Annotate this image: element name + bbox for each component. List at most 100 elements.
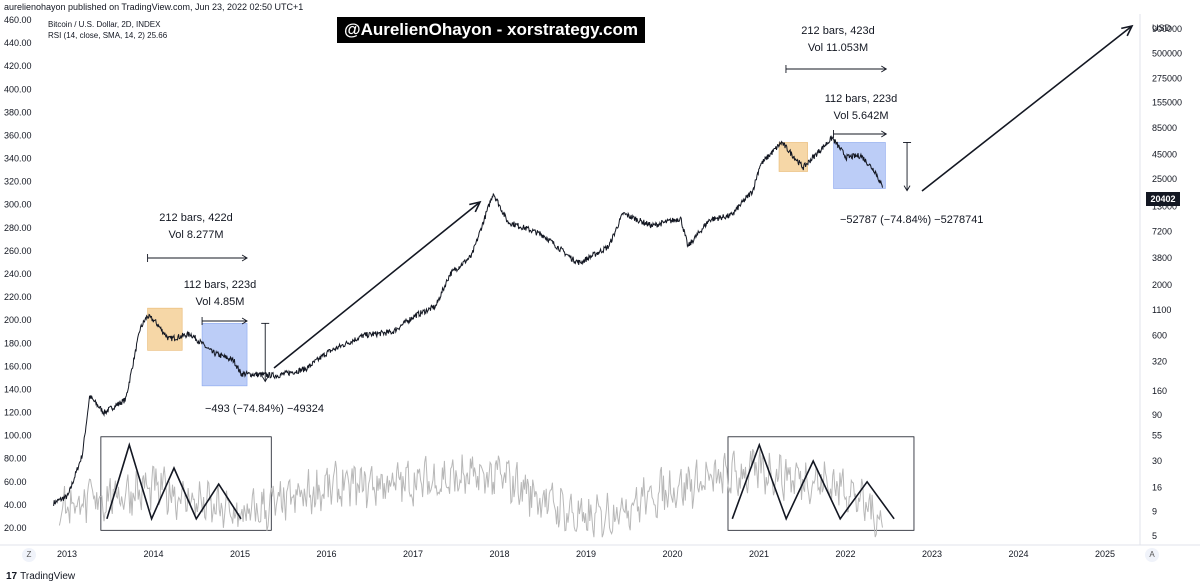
author-banner: @AurelienOhayon - xorstrategy.com — [337, 17, 645, 43]
right-axis-tick: 160 — [1152, 386, 1167, 396]
cycle1-short-vol: Vol 4.85M — [195, 296, 245, 308]
left-axis-tick: 340.00 — [4, 154, 32, 164]
left-axis-tick: 300.00 — [4, 200, 32, 210]
x-axis-tick: 2016 — [317, 549, 337, 559]
left-axis-tick: 220.00 — [4, 292, 32, 302]
left-axis-tick: 140.00 — [4, 384, 32, 394]
right-axis-tick: 9 — [1152, 506, 1157, 516]
right-axis-tick: 3800 — [1152, 253, 1172, 263]
left-axis-tick: 180.00 — [4, 338, 32, 348]
cycle1-short-bars: 112 bars, 223d — [183, 279, 257, 291]
zoom-z-button[interactable]: Z — [22, 548, 36, 562]
x-axis-tick: 2013 — [57, 549, 77, 559]
right-axis-tick: 500000 — [1152, 49, 1182, 59]
right-axis-tick: 85000 — [1152, 123, 1177, 133]
last-price-tag: 20402 — [1146, 192, 1180, 206]
cycle2-short-measure-label: 112 bars, 223d Vol 5.642M — [813, 91, 909, 125]
left-axis-tick: 260.00 — [4, 246, 32, 256]
cycle1-long-bars: 212 bars, 422d — [159, 212, 233, 224]
cycle2-decline-box — [833, 142, 886, 189]
left-axis-tick: 40.00 — [4, 500, 27, 510]
x-axis-tick: 2022 — [836, 549, 856, 559]
cycle2-long-bars: 212 bars, 423d — [801, 25, 875, 37]
right-axis-tick: 30 — [1152, 456, 1162, 466]
left-axis-tick: 160.00 — [4, 361, 32, 371]
right-axis-tick: 2000 — [1152, 280, 1172, 290]
x-axis-tick: 2014 — [144, 549, 164, 559]
cycle1-drop-label: −493 (−74.84%) −49324 — [205, 403, 324, 415]
left-axis-tick: 460.00 — [4, 15, 32, 25]
right-axis-tick: 155000 — [1152, 98, 1182, 108]
left-axis-tick: 60.00 — [4, 477, 27, 487]
left-axis-tick: 440.00 — [4, 38, 32, 48]
x-axis-tick: 2023 — [922, 549, 942, 559]
cycle1-long-measure-label: 212 bars, 422d Vol 8.277M — [148, 210, 244, 244]
right-axis-tick: 16 — [1152, 482, 1162, 492]
right-axis-tick: 55 — [1152, 431, 1162, 441]
publisher-line: aurelienohayon published on TradingView.… — [4, 2, 304, 12]
right-axis-tick: 45000 — [1152, 150, 1177, 160]
left-axis-tick: 240.00 — [4, 269, 32, 279]
uptrend-arrow-2-head — [1121, 24, 1134, 37]
right-axis-tick: 1100 — [1152, 305, 1171, 315]
cycle2-short-vol: Vol 5.642M — [833, 110, 889, 122]
x-axis-tick: 2025 — [1095, 549, 1115, 559]
right-axis-tick: 320 — [1152, 357, 1167, 367]
cycle1-long-vol: Vol 8.277M — [168, 229, 224, 241]
right-axis-tick: 25000 — [1152, 174, 1177, 184]
x-axis-tick: 2024 — [1009, 549, 1029, 559]
tradingview-logo: 17 TradingView — [6, 571, 75, 582]
left-axis-tick: 360.00 — [4, 130, 32, 140]
tradingview-logo-text: TradingView — [20, 571, 76, 582]
x-axis-tick: 2021 — [749, 549, 769, 559]
uptrend-arrow-2-shaft — [921, 25, 1133, 192]
left-axis-tick: 120.00 — [4, 408, 32, 418]
rsi-legend[interactable]: RSI (14, close, SMA, 14, 2) 25.66 — [48, 31, 168, 40]
right-axis-tick: 5 — [1152, 531, 1157, 541]
right-axis-tick: 7200 — [1152, 226, 1172, 236]
cycle2-drop-measure-arrowhead — [903, 185, 911, 192]
tradingview-logo-mark: 17 — [6, 571, 18, 582]
left-axis-tick: 80.00 — [4, 454, 27, 464]
cycle1-short-measure-label: 112 bars, 223d Vol 4.85M — [172, 277, 268, 311]
left-axis-tick: 320.00 — [4, 177, 32, 187]
left-axis-tick: 200.00 — [4, 315, 32, 325]
left-axis-tick: 20.00 — [4, 523, 27, 533]
cycle1-long-measure-arrowhead — [241, 254, 248, 262]
left-axis-tick: 380.00 — [4, 107, 32, 117]
cycle1-drop-measure-arrowhead — [261, 376, 269, 383]
cycle2-long-vol: Vol 11.053M — [807, 42, 869, 54]
left-axis-tick: 400.00 — [4, 84, 32, 94]
left-axis-tick: 420.00 — [4, 61, 32, 71]
x-axis-tick: 2019 — [576, 549, 596, 559]
x-axis-tick: 2020 — [663, 549, 683, 559]
cycle2-short-bars: 112 bars, 223d — [824, 93, 898, 105]
right-axis-tick: 90 — [1152, 410, 1162, 420]
cycle2-short-measure-arrowhead — [881, 130, 888, 138]
left-axis-tick: 280.00 — [4, 223, 32, 233]
cycle2-long-measure-arrowhead — [881, 65, 888, 73]
rsi-sketch-cycle1 — [106, 442, 242, 522]
uptrend-arrow-1-shaft — [273, 201, 481, 369]
right-axis-tick: 600 — [1152, 330, 1167, 340]
cycle1-short-measure-arrowhead — [241, 317, 248, 325]
cycle1-top-box — [147, 307, 183, 351]
cycle2-drop-label: −52787 (−74.84%) −5278741 — [840, 214, 984, 226]
auto-scale-button[interactable]: A — [1145, 548, 1159, 562]
rsi-sketch-cycle2 — [731, 442, 895, 521]
cycle2-long-measure-label: 212 bars, 423d Vol 11.053M — [790, 23, 886, 57]
rsi-frame-cycle1 — [100, 436, 272, 531]
rsi-line — [58, 448, 883, 538]
price-line — [53, 135, 883, 506]
right-axis-tick: 900000 — [1152, 24, 1182, 34]
x-axis-tick: 2015 — [230, 549, 250, 559]
left-axis-tick: 100.00 — [4, 431, 32, 441]
right-axis-tick: 275000 — [1152, 74, 1182, 84]
right-axis-tick: 13000 — [1152, 202, 1177, 212]
uptrend-arrow-1-head — [469, 200, 482, 213]
x-axis-tick: 2018 — [490, 549, 510, 559]
right-axis-unit: USD — [1152, 23, 1172, 33]
symbol-legend[interactable]: Bitcoin / U.S. Dollar, 2D, INDEX — [48, 20, 161, 29]
x-axis-tick: 2017 — [403, 549, 423, 559]
